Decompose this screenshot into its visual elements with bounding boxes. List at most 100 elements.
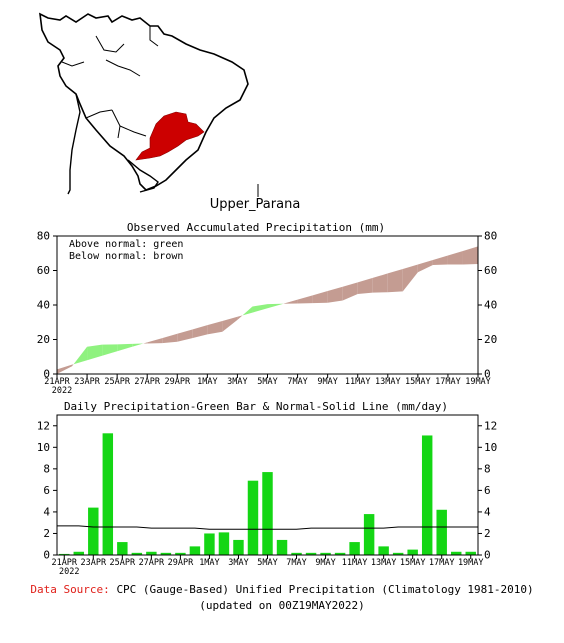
daily-bar xyxy=(59,553,70,555)
accum-y-tick-label: 0 xyxy=(484,368,491,381)
daily-bar xyxy=(305,552,317,555)
daily-x-tick-label: 21APR xyxy=(51,558,77,568)
daily-x-tick-label: 25APR xyxy=(110,558,136,568)
below-normal-area xyxy=(162,333,178,344)
below-normal-area xyxy=(462,246,478,265)
normal-line xyxy=(57,525,478,530)
above-normal-area xyxy=(102,344,118,356)
accum-y-tick-label: 60 xyxy=(37,264,50,277)
accum-x-year-label: 2022 xyxy=(52,386,72,396)
upper-parana-region xyxy=(135,111,205,161)
daily-y-tick-label: 4 xyxy=(43,505,50,518)
below-normal-area xyxy=(177,329,193,342)
below-normal-area xyxy=(372,273,388,293)
daily-bar xyxy=(276,539,288,555)
daily-bar xyxy=(421,435,433,555)
daily-x-tick-label: 3MAY xyxy=(228,558,248,568)
daily-bar xyxy=(465,551,476,555)
below-normal-area xyxy=(357,277,373,294)
daily-bar xyxy=(102,433,114,555)
accum-y-tick-label: 20 xyxy=(37,333,50,346)
daily-bar xyxy=(233,539,244,555)
daily-x-tick-label: 9MAY xyxy=(315,558,335,568)
daily-bar xyxy=(378,546,389,555)
accum-x-tick-label: 3MAY xyxy=(227,377,247,387)
daily-x-tick-label: 19MAY xyxy=(458,558,484,568)
daily-y-tick-label: 2 xyxy=(484,527,491,540)
above-normal-area xyxy=(242,306,253,316)
daily-bar xyxy=(291,552,302,555)
updated-text: (updated on 00Z19MAY2022) xyxy=(199,599,365,612)
daily-x-tick-label: 1MAY xyxy=(199,558,219,568)
below-normal-area xyxy=(207,321,223,335)
accum-x-tick-label: 15MAY xyxy=(405,377,431,387)
daily-y-tick-label: 2 xyxy=(43,527,50,540)
accum-x-tick-label: 27APR xyxy=(134,377,160,387)
daily-y-tick-label: 8 xyxy=(484,462,491,475)
daily-x-tick-label: 17MAY xyxy=(429,558,455,568)
daily-bar xyxy=(334,552,346,555)
daily-bar xyxy=(320,552,331,555)
daily-bar xyxy=(247,480,259,555)
accum-x-tick-label: 11MAY xyxy=(345,377,371,387)
below-normal-area xyxy=(297,295,313,304)
accum-chart-title: Observed Accumulated Precipitation (mm) xyxy=(127,221,385,234)
daily-bar xyxy=(450,551,462,555)
daily-bar xyxy=(88,507,99,555)
daily-y-tick-label: 6 xyxy=(484,484,491,497)
above-normal-area xyxy=(117,343,133,352)
below-normal-area xyxy=(283,299,298,304)
accum-y-tick-label: 80 xyxy=(37,230,50,243)
accum-y-tick-label: 0 xyxy=(43,368,50,381)
daily-bar xyxy=(262,472,273,555)
data-source-text: CPC (Gauge-Based) Unified Precipitation … xyxy=(116,583,534,596)
daily-x-tick-label: 7MAY xyxy=(286,558,306,568)
below-normal-area xyxy=(342,282,358,301)
country-borders xyxy=(61,26,159,139)
below-normal-area xyxy=(72,364,74,367)
accum-y-tick-label: 40 xyxy=(484,299,497,312)
below-normal-area xyxy=(192,325,208,339)
daily-x-tick-label: 27APR xyxy=(139,558,165,568)
daily-bar xyxy=(363,514,375,555)
daily-bar xyxy=(392,552,404,555)
below-normal-area xyxy=(432,255,448,265)
above-normal-area xyxy=(267,303,283,309)
below-normal-area xyxy=(222,316,238,332)
daily-bar xyxy=(189,546,201,555)
above-normal-area xyxy=(73,346,88,365)
daily-bar xyxy=(436,509,447,555)
daily-bar xyxy=(117,542,128,555)
daily-bar xyxy=(204,533,215,555)
daily-x-tick-label: 13MAY xyxy=(371,558,397,568)
daily-chart-title: Daily Precipitation-Green Bar & Normal-S… xyxy=(64,400,448,413)
daily-bar xyxy=(146,551,157,555)
below-normal-area xyxy=(143,342,148,344)
daily-x-year-label: 2022 xyxy=(59,567,79,577)
data-source-label: Data Source: xyxy=(30,583,110,596)
daily-y-tick-label: 0 xyxy=(484,549,491,562)
daily-bar xyxy=(349,542,360,555)
accum-x-tick-label: 25APR xyxy=(104,377,130,387)
daily-y-tick-label: 10 xyxy=(484,441,497,454)
daily-x-tick-label: 5MAY xyxy=(257,558,277,568)
daily-bar xyxy=(175,552,186,555)
accum-x-tick-label: 17MAY xyxy=(435,377,461,387)
accum-legend-entry: Above normal: green xyxy=(69,239,183,250)
above-normal-area xyxy=(132,343,144,347)
below-normal-area xyxy=(387,268,403,293)
accum-x-tick-label: 19MAY xyxy=(465,377,491,387)
above-normal-area xyxy=(252,304,268,313)
daily-bar xyxy=(407,549,418,555)
daily-y-tick-label: 10 xyxy=(37,441,50,454)
daily-bar xyxy=(131,552,143,555)
daily-y-tick-label: 12 xyxy=(484,419,497,432)
data-source-line: Data Source: CPC (Gauge-Based) Unified P… xyxy=(0,583,564,596)
daily-bar xyxy=(160,552,172,555)
below-normal-area xyxy=(57,364,73,374)
accum-x-tick-label: 13MAY xyxy=(375,377,401,387)
daily-x-tick-label: 29APR xyxy=(168,558,194,568)
below-normal-area xyxy=(147,338,163,344)
daily-chart: 0 0 2 2 4 4 6 6 8 8 10 10 12 12 21APR 23APR 25APR 27APR 29… xyxy=(37,414,497,577)
